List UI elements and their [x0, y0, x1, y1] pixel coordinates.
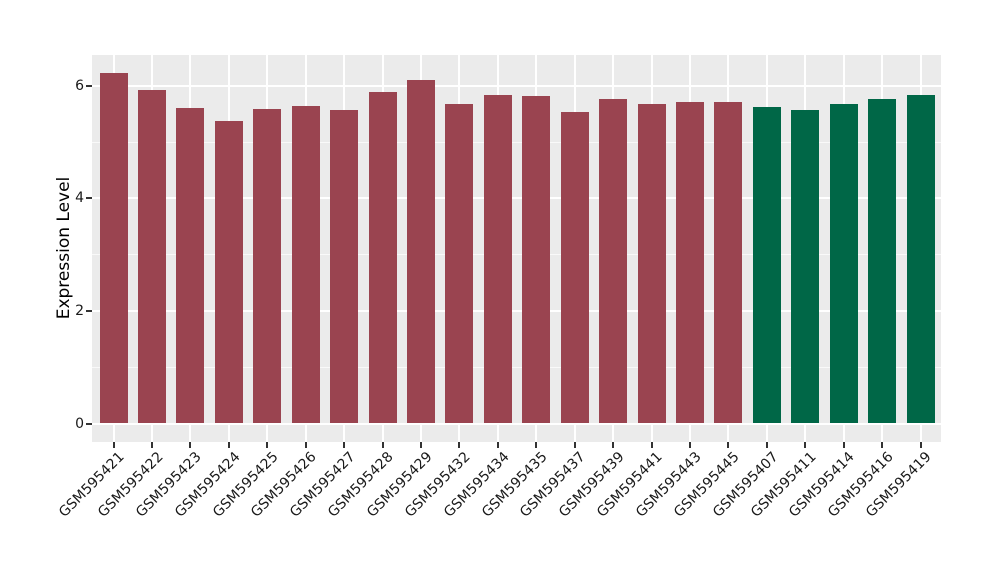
bar-GSM595428	[368, 91, 397, 424]
x-tick-mark-GSM595428	[381, 442, 384, 448]
x-tick-mark-GSM595407	[765, 442, 768, 448]
x-tick-mark-GSM595434	[496, 442, 499, 448]
gridline-major-y-6	[92, 84, 941, 87]
bar-GSM595439	[599, 98, 628, 424]
bar-GSM595423	[176, 108, 205, 424]
x-tick-mark-GSM595432	[458, 442, 461, 448]
y-tick-label-2: 2	[75, 302, 84, 319]
bar-GSM595437	[560, 112, 589, 424]
bar-GSM595419	[906, 94, 935, 424]
x-tick-mark-GSM595419	[919, 442, 922, 448]
x-tick-mark-GSM595426	[304, 442, 307, 448]
y-tick-mark-4	[86, 197, 92, 200]
x-tick-label-GSM595421: GSM595421	[56, 449, 128, 521]
bar-GSM595422	[137, 89, 166, 424]
x-tick-mark-GSM595439	[612, 442, 615, 448]
gridline-minor-y-5	[92, 141, 941, 143]
gridline-major-y-4	[92, 197, 941, 200]
x-tick-mark-GSM595411	[804, 442, 807, 448]
bar-GSM595411	[791, 110, 820, 424]
bar-GSM595443	[675, 102, 704, 424]
gridline-minor-y-1	[92, 366, 941, 368]
x-tick-mark-GSM595445	[727, 442, 730, 448]
x-tick-mark-GSM595423	[189, 442, 192, 448]
x-tick-mark-GSM595421	[112, 442, 115, 448]
x-tick-mark-GSM595416	[881, 442, 884, 448]
bar-GSM595426	[291, 105, 320, 424]
bar-GSM595435	[522, 96, 551, 424]
bar-GSM595445	[714, 102, 743, 424]
y-tick-label-4: 4	[75, 190, 84, 207]
bar-GSM595432	[445, 104, 474, 424]
x-tick-mark-GSM595437	[573, 442, 576, 448]
bar-GSM595424	[214, 121, 243, 424]
x-tick-mark-GSM595441	[650, 442, 653, 448]
bar-GSM595421	[99, 72, 128, 424]
y-tick-label-0: 0	[75, 415, 84, 432]
y-tick-mark-0	[86, 422, 92, 425]
x-tick-mark-GSM595443	[688, 442, 691, 448]
x-tick-mark-GSM595414	[842, 442, 845, 448]
bar-GSM595414	[829, 104, 858, 424]
x-tick-mark-GSM595422	[150, 442, 153, 448]
gridline-major-y-0	[92, 422, 941, 425]
y-tick-mark-2	[86, 309, 92, 312]
plot-panel	[92, 55, 941, 442]
x-tick-mark-GSM595424	[227, 442, 230, 448]
x-tick-mark-GSM595427	[343, 442, 346, 448]
bar-GSM595429	[406, 79, 435, 424]
gridline-major-y-2	[92, 309, 941, 312]
bar-GSM595441	[637, 104, 666, 424]
bar-GSM595407	[752, 107, 781, 424]
bar-GSM595427	[330, 109, 359, 424]
gridline-minor-y-3	[92, 254, 941, 256]
bar-GSM595434	[483, 95, 512, 424]
x-tick-mark-GSM595435	[535, 442, 538, 448]
bar-GSM595425	[253, 108, 282, 424]
x-tick-mark-GSM595429	[419, 442, 422, 448]
y-tick-label-6: 6	[75, 77, 84, 94]
x-tick-mark-GSM595425	[266, 442, 269, 448]
y-tick-mark-6	[86, 84, 92, 87]
bar-GSM595416	[868, 99, 897, 424]
